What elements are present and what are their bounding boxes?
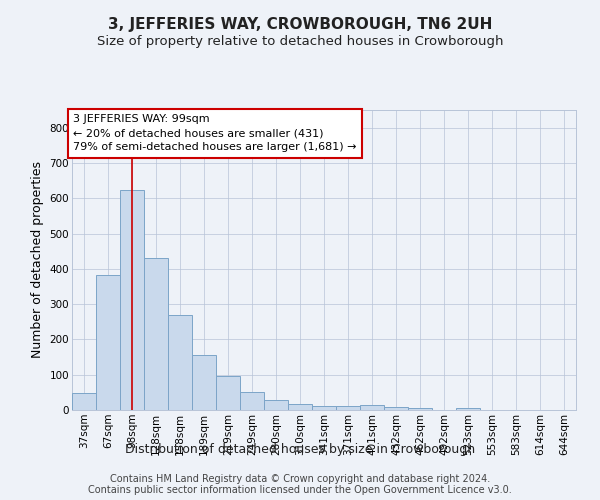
Bar [312,406,336,410]
Text: 3, JEFFERIES WAY, CROWBOROUGH, TN6 2UH: 3, JEFFERIES WAY, CROWBOROUGH, TN6 2UH [108,18,492,32]
Text: Size of property relative to detached houses in Crowborough: Size of property relative to detached ho… [97,35,503,48]
Bar [72,393,96,410]
Bar [216,376,240,410]
Bar [360,406,384,410]
Text: Distribution of detached houses by size in Crowborough: Distribution of detached houses by size … [125,442,475,456]
Bar [456,408,480,410]
Bar [192,356,216,410]
Bar [288,404,312,410]
Text: Contains HM Land Registry data © Crown copyright and database right 2024.: Contains HM Land Registry data © Crown c… [110,474,490,484]
Bar [120,190,144,410]
Bar [240,392,264,410]
Y-axis label: Number of detached properties: Number of detached properties [31,162,44,358]
Bar [144,258,168,410]
Bar [168,316,192,410]
Bar [264,400,288,410]
Bar [336,406,360,410]
Text: Contains public sector information licensed under the Open Government Licence v3: Contains public sector information licen… [88,485,512,495]
Text: 3 JEFFERIES WAY: 99sqm
← 20% of detached houses are smaller (431)
79% of semi-de: 3 JEFFERIES WAY: 99sqm ← 20% of detached… [73,114,356,152]
Bar [408,408,432,410]
Bar [96,275,120,410]
Bar [384,407,408,410]
